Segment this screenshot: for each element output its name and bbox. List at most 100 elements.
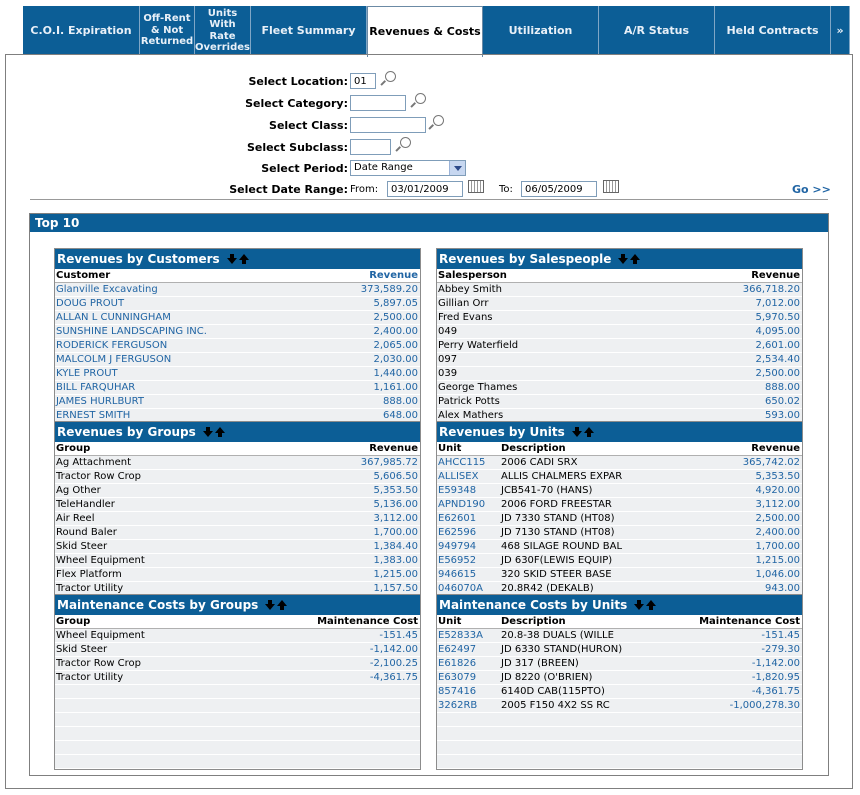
unit-link[interactable]: E59348 [438,485,477,496]
empty-row [55,741,420,755]
unit-link[interactable]: ALLISEX [438,471,479,482]
column-header[interactable]: Revenue [369,443,418,454]
sort-ascending-icon[interactable] [214,427,225,437]
category-input[interactable] [350,95,406,111]
column-headers: Group Maintenance Cost [55,615,420,629]
tab-off-rent-not-returned[interactable]: Off-Rent & Not Returned [140,6,195,55]
row-value: 366,718.20 [742,284,800,295]
revenues-by-units-table: Revenues by Units Unit Description Revenue A… [436,421,803,597]
customer-link[interactable]: JAMES HURLBURT [56,396,144,407]
row-value: 1,383.00 [373,555,418,566]
class-input[interactable] [350,117,426,133]
column-header[interactable]: Revenue [369,270,418,281]
row-name: Patrick Potts [438,396,500,407]
sort-descending-icon[interactable] [202,427,213,437]
tab-utilization[interactable]: Utilization [483,6,599,55]
class-search-icon[interactable] [433,115,444,126]
top10-section: Top 10 [29,213,829,776]
period-select[interactable]: Date Range [350,160,466,176]
from-date-input[interactable] [387,181,463,197]
customer-link[interactable]: SUNSHINE LANDSCAPING INC. [56,326,207,337]
column-header[interactable]: Description [501,443,566,454]
go-button[interactable]: Go >> [792,183,831,196]
unit-link[interactable]: AHCC115 [438,457,486,468]
empty-row [55,727,420,741]
sort-descending-icon[interactable] [226,254,237,264]
tab-fleet-summary[interactable]: Fleet Summary [251,6,367,55]
customer-link[interactable]: ERNEST SMITH [56,410,131,421]
unit-link[interactable]: E61826 [438,658,477,669]
customer-link[interactable]: Glanville Excavating [56,284,158,295]
from-calendar-icon[interactable] [468,180,484,193]
unit-link[interactable]: E63079 [438,672,477,683]
unit-link[interactable]: 046070A [438,583,484,594]
sort-ascending-icon[interactable] [630,254,641,264]
tab-more[interactable]: » [831,6,850,55]
customer-link[interactable]: DOUG PROUT [56,298,125,309]
tab-coi-expiration[interactable]: C.O.I. Expiration [23,6,140,55]
unit-link[interactable]: E62596 [438,527,477,538]
location-search-icon[interactable] [385,71,396,82]
unit-link[interactable]: E62601 [438,513,477,524]
row-value: 367,985.72 [360,457,418,468]
row-value: 2,400.00 [373,326,418,337]
row-value: 1,215.00 [755,555,800,566]
customer-link[interactable]: RODERICK FERGUSON [56,340,168,351]
tab-units-with-rate-overrides[interactable]: Units With Rate Overrides [195,6,251,55]
row-description: ALLIS CHALMERS EXPAR [501,471,623,482]
table-title: Maintenance Costs by Groups [57,598,259,612]
sort-ascending-icon[interactable] [646,600,657,610]
column-header[interactable]: Group [56,443,91,454]
unit-link[interactable]: E52833A [438,630,483,641]
column-header[interactable]: Customer [56,270,111,281]
chevron-down-icon[interactable] [449,161,465,175]
subclass-input[interactable] [350,139,391,155]
tab-revenues-costs[interactable]: Revenues & Costs [367,6,483,57]
unit-link[interactable]: 946615 [438,569,477,580]
to-calendar-icon[interactable] [603,180,619,193]
row-name: Air Reel [56,513,95,524]
column-headers: Unit Description Maintenance Cost [437,615,802,629]
column-header[interactable]: Unit [438,616,462,627]
sort-descending-icon[interactable] [571,427,582,437]
unit-link[interactable]: APND190 [438,499,486,510]
unit-link[interactable]: E62497 [438,644,477,655]
empty-row [55,699,420,713]
sort-descending-icon[interactable] [265,600,276,610]
to-date-input[interactable] [521,181,597,197]
table-row: E63079 JD 8220 (O'BRIEN) -1,820.95 [437,671,802,685]
column-header[interactable]: Revenue [751,270,800,281]
column-header[interactable]: Salesperson [438,270,507,281]
unit-link[interactable]: 3262RB [438,700,478,711]
column-header[interactable]: Unit [438,443,462,454]
customer-link[interactable]: MALCOLM J FERGUSON [56,354,172,365]
unit-link[interactable]: E56952 [438,555,477,566]
customer-link[interactable]: ALLAN L CUNNINGHAM [56,312,171,323]
tab-ar-status[interactable]: A/R Status [599,6,715,55]
row-value: 1,157.50 [373,583,418,594]
row-value: -4,361.75 [751,686,800,697]
subclass-search-icon[interactable] [400,137,411,148]
customer-link[interactable]: BILL FARQUHAR [56,382,136,393]
column-header[interactable]: Maintenance Cost [317,616,418,627]
customer-link[interactable]: KYLE PROUT [56,368,118,379]
column-header[interactable]: Maintenance Cost [699,616,800,627]
unit-link[interactable]: 857416 [438,686,477,697]
row-value: 5,606.50 [373,471,418,482]
sort-ascending-icon[interactable] [277,600,288,610]
location-input[interactable] [350,73,376,89]
tab-held-contracts[interactable]: Held Contracts [715,6,831,55]
row-value: -2,100.25 [369,658,418,669]
sort-ascending-icon[interactable] [583,427,594,437]
category-search-icon[interactable] [415,93,426,104]
sort-descending-icon[interactable] [618,254,629,264]
table-title: Revenues by Groups [57,425,196,439]
column-header[interactable]: Group [56,616,91,627]
column-header[interactable]: Revenue [751,443,800,454]
table-row: 049 4,095.00 [437,325,802,339]
column-header[interactable]: Description [501,616,566,627]
unit-link[interactable]: 949794 [438,541,477,552]
date-range-label: Select Date Range: [229,183,348,196]
sort-descending-icon[interactable] [634,600,645,610]
sort-ascending-icon[interactable] [238,254,249,264]
